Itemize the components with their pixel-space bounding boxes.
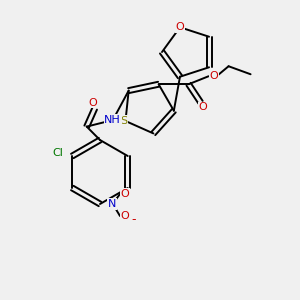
Text: O: O	[88, 98, 97, 108]
Text: +: +	[123, 194, 129, 202]
Text: -: -	[132, 214, 136, 226]
Text: O: O	[176, 22, 184, 32]
Text: O: O	[198, 102, 207, 112]
Text: O: O	[121, 189, 129, 199]
Text: O: O	[121, 211, 129, 221]
Text: N: N	[108, 199, 116, 209]
Text: S: S	[120, 116, 127, 126]
Text: NH: NH	[104, 115, 121, 124]
Text: Cl: Cl	[53, 148, 64, 158]
Text: O: O	[209, 71, 218, 81]
